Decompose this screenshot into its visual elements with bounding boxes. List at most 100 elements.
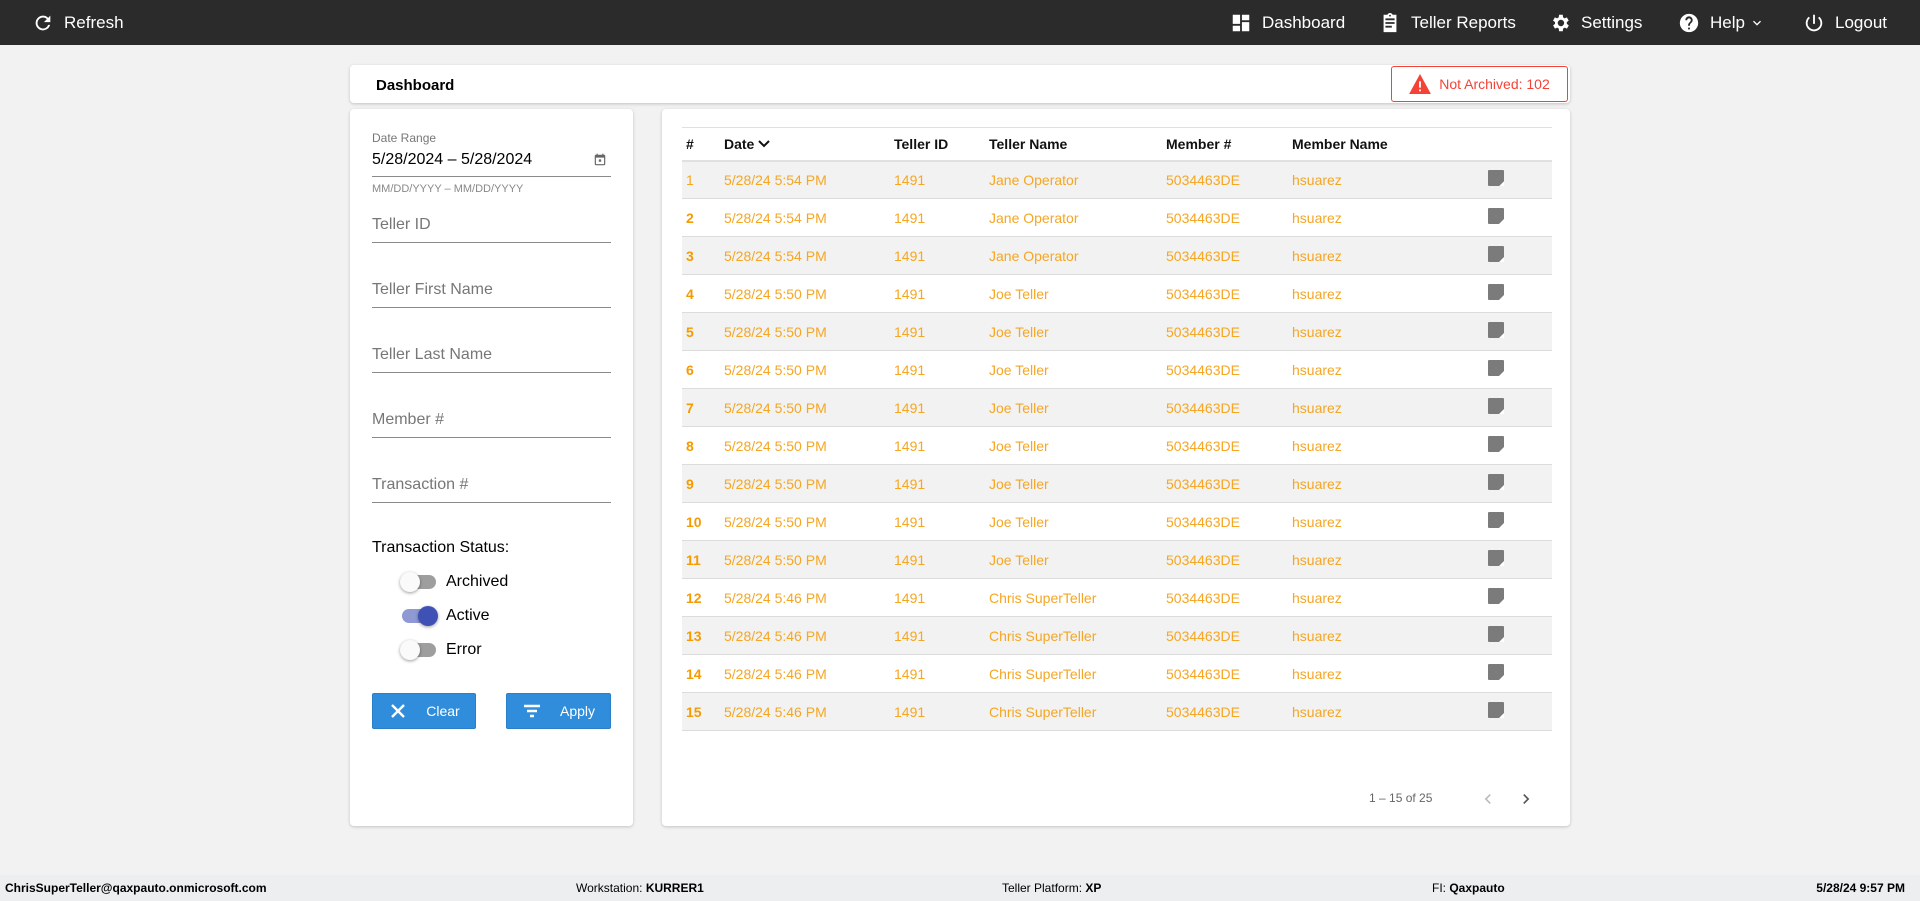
row-member-number: 5034463DE [1162, 350, 1288, 389]
note-icon[interactable] [1488, 702, 1504, 718]
row-teller-name: Jane Operator [985, 236, 1162, 275]
fi-label: FI: [1432, 881, 1446, 895]
row-teller-name: Joe Teller [985, 426, 1162, 465]
teller-id-input[interactable]: Teller ID [372, 216, 611, 243]
note-icon[interactable] [1488, 664, 1504, 680]
row-teller-name: Joe Teller [985, 502, 1162, 541]
apply-button[interactable]: Apply [506, 693, 611, 729]
clear-button[interactable]: Clear [372, 693, 476, 729]
table-row[interactable]: 10 5/28/24 5:50 PM 1491 Joe Teller 5034463DE… [682, 502, 1552, 541]
row-teller-id: 1491 [890, 236, 985, 275]
table-row[interactable]: 5 5/28/24 5:50 PM 1491 Joe Teller 5034463DE h… [682, 312, 1552, 351]
warning-icon [1409, 74, 1432, 94]
fi-info: FI: Qaxpauto [1432, 881, 1505, 895]
transactions-table: # Date Teller ID Teller Name Member # Me… [682, 127, 1552, 731]
nav-dashboard[interactable]: Dashboard [1230, 0, 1345, 45]
nav-label: Teller Reports [1411, 12, 1516, 32]
note-icon[interactable] [1488, 550, 1504, 566]
row-index: 14 [682, 654, 720, 693]
note-icon[interactable] [1488, 246, 1504, 262]
nav-help[interactable]: Help [1678, 0, 1765, 45]
table-row[interactable]: 15 5/28/24 5:46 PM 1491 Chris SuperTeller 50… [682, 692, 1552, 731]
table-row[interactable]: 6 5/28/24 5:50 PM 1491 Joe Teller 5034463DE h… [682, 350, 1552, 389]
date-range-value: 5/28/2024 – 5/28/2024 [372, 151, 533, 168]
date-range-input[interactable]: Date Range 5/28/2024 – 5/28/2024 [372, 131, 611, 177]
note-icon[interactable] [1488, 588, 1504, 604]
note-icon[interactable] [1488, 360, 1504, 376]
note-icon[interactable] [1488, 626, 1504, 642]
row-member-name: hsuarez [1288, 388, 1484, 427]
table-row[interactable]: 8 5/28/24 5:50 PM 1491 Joe Teller 5034463DE h… [682, 426, 1552, 465]
row-date: 5/28/24 5:50 PM [720, 426, 890, 465]
platform-value: XP [1085, 881, 1102, 895]
row-index: 9 [682, 464, 720, 503]
filter-icon [523, 704, 540, 718]
error-toggle[interactable]: Error [400, 640, 482, 660]
table-row[interactable]: 2 5/28/24 5:54 PM 1491 Jane Operator 5034463… [682, 198, 1552, 237]
note-icon[interactable] [1488, 322, 1504, 338]
table-row[interactable]: 9 5/28/24 5:50 PM 1491 Joe Teller 5034463DE h… [682, 464, 1552, 503]
table-row[interactable]: 12 5/28/24 5:46 PM 1491 Chris SuperTeller 50… [682, 578, 1552, 617]
table-row[interactable]: 4 5/28/24 5:50 PM 1491 Joe Teller 5034463DE h… [682, 274, 1552, 313]
teller-first-name-input[interactable]: Teller First Name [372, 281, 611, 308]
table-row[interactable]: 11 5/28/24 5:50 PM 1491 Joe Teller 5034463DE… [682, 540, 1552, 579]
row-index: 4 [682, 274, 720, 313]
row-date: 5/28/24 5:50 PM [720, 388, 890, 427]
row-teller-name: Joe Teller [985, 312, 1162, 351]
archived-toggle[interactable]: Archived [400, 572, 509, 592]
note-icon[interactable] [1488, 208, 1504, 224]
clipboard-icon [1383, 12, 1397, 32]
transaction-number-input[interactable]: Transaction # [372, 476, 611, 503]
toggle-label: Archived [446, 573, 509, 590]
row-member-name: hsuarez [1288, 426, 1484, 465]
table-row[interactable]: 7 5/28/24 5:50 PM 1491 Joe Teller 5034463DE h… [682, 388, 1552, 427]
active-toggle[interactable]: Active [402, 606, 490, 626]
page-header: Dashboard Not Archived: 102 [350, 65, 1570, 103]
col-date[interactable]: Date [720, 127, 890, 162]
next-page-icon[interactable] [1516, 789, 1536, 809]
previous-page-icon[interactable] [1478, 789, 1498, 809]
note-icon[interactable] [1488, 170, 1504, 187]
row-teller-id: 1491 [890, 160, 985, 199]
note-icon[interactable] [1488, 512, 1504, 528]
row-member-name: hsuarez [1288, 540, 1484, 579]
row-member-number: 5034463DE [1162, 502, 1288, 541]
fi-value: Qaxpauto [1449, 881, 1505, 895]
row-member-number: 5034463DE [1162, 654, 1288, 693]
row-member-number: 5034463DE [1162, 388, 1288, 427]
note-icon[interactable] [1488, 474, 1504, 490]
chevron-down-icon [1752, 20, 1761, 26]
row-teller-name: Joe Teller [985, 274, 1162, 313]
table-row[interactable]: 1 5/28/24 5:54 PM 1491 Jane Operator 5034463… [682, 160, 1552, 199]
row-index: 6 [682, 350, 720, 389]
refresh-label: Refresh [64, 12, 124, 32]
row-teller-id: 1491 [890, 426, 985, 465]
table-row[interactable]: 3 5/28/24 5:54 PM 1491 Jane Operator 5034463… [682, 236, 1552, 275]
row-date: 5/28/24 5:50 PM [720, 540, 890, 579]
note-icon[interactable] [1488, 284, 1504, 300]
nav-settings[interactable]: Settings [1549, 0, 1642, 45]
platform-info: Teller Platform: XP [1002, 881, 1101, 895]
row-index: 5 [682, 312, 720, 351]
nav-teller-reports[interactable]: Teller Reports [1379, 0, 1516, 45]
not-archived-alert[interactable]: Not Archived: 102 [1391, 66, 1568, 102]
note-icon[interactable] [1488, 436, 1504, 452]
nav-logout[interactable]: Logout [1803, 0, 1887, 45]
dashboard-icon [1232, 14, 1250, 31]
col-date-label: Date [724, 135, 755, 152]
table-row[interactable]: 13 5/28/24 5:46 PM 1491 Chris SuperTeller 50… [682, 616, 1552, 655]
teller-last-name-input[interactable]: Teller Last Name [372, 346, 611, 373]
table-row[interactable]: 14 5/28/24 5:46 PM 1491 Chris SuperTeller 50… [682, 654, 1552, 693]
refresh-button[interactable]: Refresh [32, 0, 124, 45]
row-index: 2 [682, 198, 720, 237]
row-member-number: 5034463DE [1162, 160, 1288, 199]
gear-icon [1553, 14, 1569, 31]
workstation-value: KURRER1 [645, 881, 704, 895]
row-member-name: hsuarez [1288, 692, 1484, 731]
note-icon[interactable] [1488, 398, 1504, 414]
calendar-icon[interactable] [593, 153, 607, 167]
row-member-number: 5034463DE [1162, 312, 1288, 351]
user-email: ChrisSuperTeller@qaxpauto.onmicrosoft.co… [5, 881, 267, 895]
row-teller-name: Joe Teller [985, 388, 1162, 427]
member-number-input[interactable]: Member # [372, 411, 611, 438]
